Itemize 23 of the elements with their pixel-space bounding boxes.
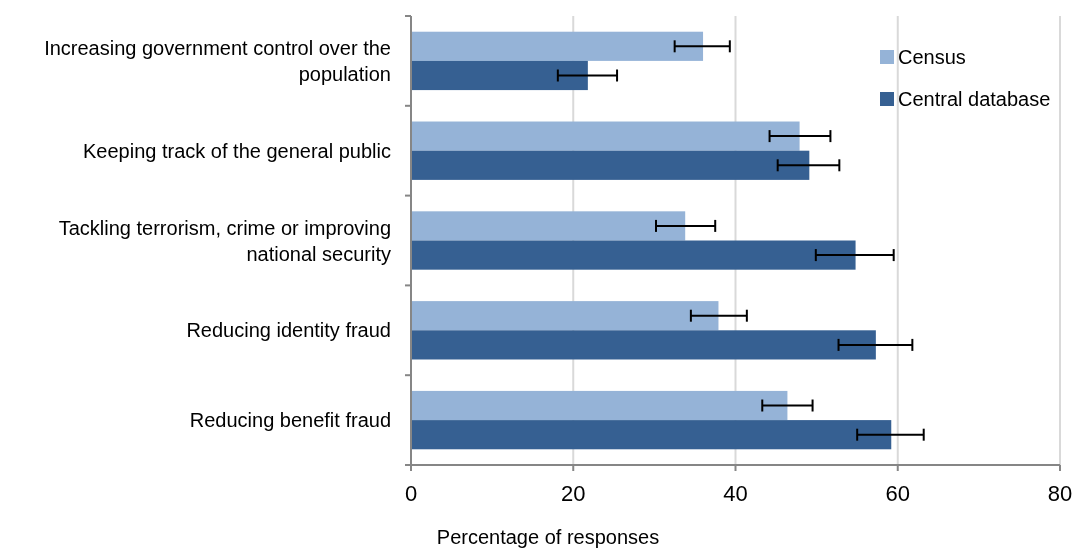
y-tick-label: Reducing identity fraud xyxy=(186,319,391,342)
y-tick-label: Increasing government control over the population xyxy=(44,36,391,85)
bar xyxy=(411,211,686,241)
x-tick-label: 40 xyxy=(723,481,748,506)
bar xyxy=(411,390,788,421)
x-tick-label: 60 xyxy=(885,481,910,506)
bar xyxy=(411,240,856,270)
bar xyxy=(411,60,588,91)
y-tick-label: Reducing benefit fraud xyxy=(189,409,391,432)
y-tick-label: Keeping track of the general public xyxy=(83,139,391,162)
x-axis-title: Percentage of responses xyxy=(436,526,660,548)
bar xyxy=(411,31,704,61)
y-tick-label: Tackling terrorism, crime or improving national security xyxy=(58,216,391,265)
bar xyxy=(411,121,800,151)
bar xyxy=(411,301,719,331)
x-tick-label: 20 xyxy=(561,481,586,506)
bar xyxy=(411,330,876,360)
legend-label: Central database xyxy=(898,88,1051,110)
bar xyxy=(411,420,892,450)
x-tick-label: 80 xyxy=(1047,481,1073,506)
bar xyxy=(411,150,810,180)
legend-label: Census xyxy=(898,46,966,68)
x-tick-label: 0 xyxy=(404,481,418,506)
